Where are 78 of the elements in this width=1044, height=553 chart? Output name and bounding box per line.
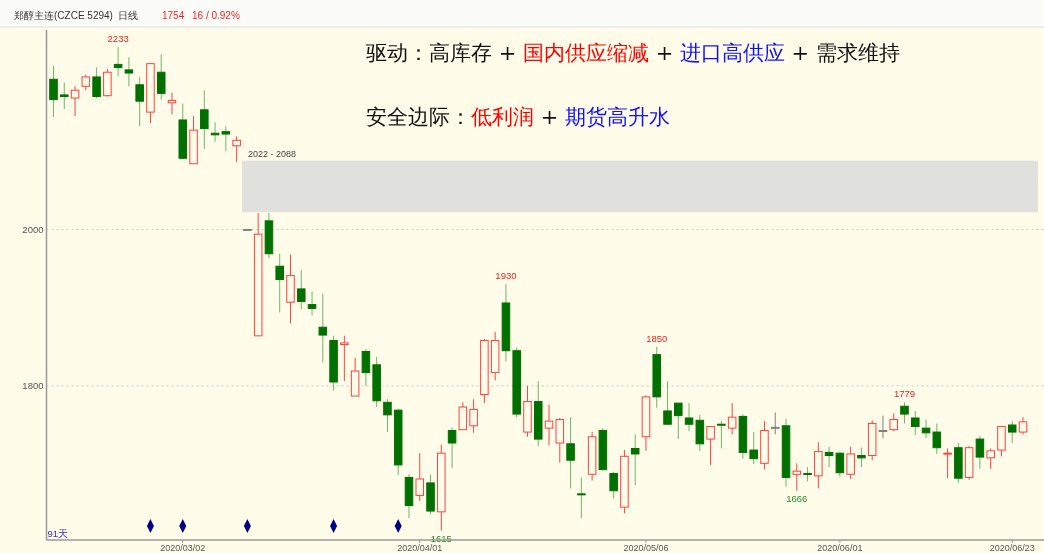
candlestick xyxy=(415,452,425,502)
candlestick xyxy=(770,412,780,435)
candlestick xyxy=(900,401,909,424)
candlestick xyxy=(986,447,995,470)
candlestick xyxy=(103,68,112,97)
annotation: 1615 xyxy=(430,532,452,544)
candlestick xyxy=(296,269,306,310)
candlestick xyxy=(200,89,209,150)
annotation: 91天 xyxy=(47,528,69,539)
annotation: 1850 xyxy=(646,332,668,344)
annotation: 安全边际： xyxy=(366,105,471,129)
candlestick xyxy=(684,402,694,432)
annotation: + xyxy=(648,41,680,65)
candlestick xyxy=(124,56,134,87)
candlestick xyxy=(232,135,241,163)
text: 16 / 0.92% xyxy=(192,10,240,21)
candlestick xyxy=(792,462,802,492)
candlestick xyxy=(921,419,931,439)
candlestick xyxy=(663,380,672,425)
candlestick xyxy=(577,476,586,519)
x-tick-label: 2020/03/02 xyxy=(160,543,206,553)
candlestick xyxy=(458,401,468,431)
candlestick xyxy=(975,435,985,470)
candlestick xyxy=(307,290,317,317)
candlestick xyxy=(630,433,640,486)
candlestick xyxy=(340,335,349,382)
y-tick-label: 2000 xyxy=(22,223,44,235)
annotation: 期货高升水 xyxy=(564,105,670,129)
text: 1754 xyxy=(162,10,185,21)
candlestick xyxy=(674,402,683,440)
annotation: 国内供应缩减 xyxy=(522,41,649,65)
candlestick xyxy=(566,416,575,489)
candlestick xyxy=(706,426,715,466)
candlestick xyxy=(1007,420,1017,444)
text: 日线 xyxy=(118,10,138,21)
y-tick-label: 1800 xyxy=(22,380,44,392)
x-tick-label: 2020/05/06 xyxy=(623,543,669,553)
annotation: 进口高供应 xyxy=(679,41,785,65)
candlestick xyxy=(135,76,144,127)
annotation: 低利润 xyxy=(471,105,534,129)
x-tick-label: 2020/06/01 xyxy=(817,543,863,553)
candlestick xyxy=(383,398,392,433)
candlestick xyxy=(846,446,855,480)
candlestick xyxy=(92,67,101,99)
candlestick xyxy=(749,431,758,465)
annotation: 1779 xyxy=(893,388,916,400)
candlestick xyxy=(609,471,618,500)
candlestick xyxy=(857,447,866,468)
candlestick xyxy=(695,414,705,452)
annotation: 2233 xyxy=(107,33,129,45)
candlestick xyxy=(361,348,371,387)
annotation: 1930 xyxy=(495,270,517,282)
candlestick xyxy=(156,53,166,101)
candlestick xyxy=(878,415,888,439)
candlestick xyxy=(727,402,737,435)
candlestick xyxy=(447,426,457,469)
annotation: 驱动：高库存 + xyxy=(366,41,523,65)
annotation: + xyxy=(534,105,565,129)
candlestick xyxy=(113,46,123,77)
candlestick xyxy=(997,425,1006,457)
candlestick xyxy=(70,85,80,117)
annotation: + 需求维持 xyxy=(784,41,900,65)
candlestick xyxy=(717,420,726,449)
x-tick-label: 2020/06/23 xyxy=(989,543,1035,553)
candlestick xyxy=(60,81,69,110)
candlestick xyxy=(555,417,565,464)
candlestick xyxy=(544,404,554,446)
candlestick xyxy=(911,410,920,436)
candlestick xyxy=(932,422,942,455)
candlestick xyxy=(49,65,58,118)
x-tick-label: 2020/04/01 xyxy=(397,543,443,553)
candlestick xyxy=(469,398,478,434)
candlestick xyxy=(275,253,284,313)
band-label: 2022 - 2088 xyxy=(248,148,297,159)
annotation: 1666 xyxy=(786,492,808,504)
chart-title: 郑醇主连(CZCE 5294) xyxy=(14,10,113,21)
candlestick xyxy=(318,293,328,363)
candlestick xyxy=(943,447,952,479)
